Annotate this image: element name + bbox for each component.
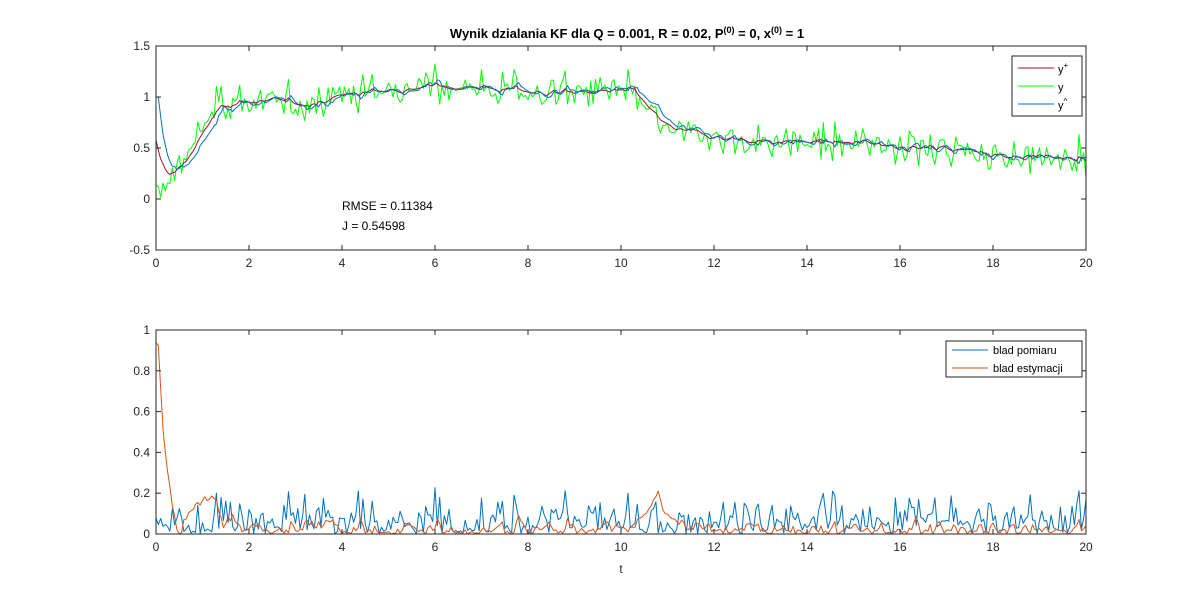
bottom-y-tick-label: 0.4: [133, 445, 150, 459]
bottom-x-tick-label: 6: [432, 540, 439, 554]
bottom-y-tick-label: 0.8: [133, 364, 150, 378]
top-y-tick-label: 1.5: [133, 39, 150, 53]
bottom-axis-ticks: 0 2 4 6 8 10 12 14 16 18 20 0 0.2 0.4 0.6 0.8 1: [133, 323, 1093, 554]
bottom-y-tick-label: 1: [143, 323, 150, 337]
top-x-tick-label: 16: [893, 256, 907, 270]
bottom-legend: blad pomiaru blad estymacji: [945, 340, 1083, 378]
bottom-y-tick-label: 0: [143, 527, 150, 541]
top-x-tick-label: 4: [339, 256, 346, 270]
top-y-tick-label: 0: [143, 192, 150, 206]
legend-label-y-plus: y+: [1058, 61, 1069, 76]
bottom-x-tick-label: 0: [153, 540, 160, 554]
series-line-blad-estymacji: [155, 342, 1087, 535]
top-x-tick-label: 12: [707, 256, 721, 270]
bottom-x-tick-label: 20: [1079, 540, 1093, 554]
bottom-x-tick-label: 10: [614, 540, 628, 554]
top-x-tick-label: 18: [986, 256, 1000, 270]
top-x-tick-label: 0: [153, 256, 160, 270]
top-y-tick-label: 1: [143, 90, 150, 104]
series-line-y: [155, 63, 1087, 198]
bottom-x-axis-label: t: [619, 562, 623, 576]
legend-label-y: y: [1058, 82, 1064, 94]
bottom-series-lines: [155, 342, 1087, 535]
bottom-x-tick-label: 12: [707, 540, 721, 554]
bottom-y-tick-label: 0.6: [133, 405, 150, 419]
bottom-x-tick-label: 16: [893, 540, 907, 554]
top-axis-ticks: 0 2 4 6 8 10 12 14 16 18 20-0.500.511.5: [129, 39, 1093, 270]
legend-label-blad-estymacji: blad estymacji: [993, 363, 1063, 375]
bottom-x-tick-label: 8: [525, 540, 532, 554]
legend-label-blad-pomiaru: blad pomiaru: [993, 345, 1057, 357]
series-line-blad-pomiaru: [155, 487, 1087, 535]
top-x-tick-label: 8: [525, 256, 532, 270]
top-x-tick-label: 2: [246, 256, 253, 270]
bottom-x-tick-label: 14: [800, 540, 814, 554]
top-y-tick-label: -0.5: [129, 243, 150, 257]
top-x-tick-label: 10: [614, 256, 628, 270]
j-annotation: J = 0.54598: [342, 219, 405, 233]
bottom-subplot: 0 2 4 6 8 10 12 14 16 18 20 0 0.2 0.4 0.6 0.8 1 t blad p…: [133, 323, 1093, 576]
rmse-annotation: RMSE = 0.11384: [342, 199, 433, 213]
bottom-x-tick-label: 4: [339, 540, 346, 554]
top-x-tick-label: 14: [800, 256, 814, 270]
series-line-y-hat: [156, 79, 1087, 170]
bottom-x-tick-label: 18: [986, 540, 1000, 554]
top-legend: y+ y y^: [1011, 55, 1083, 117]
legend-label-y-hat: y^: [1058, 97, 1068, 112]
top-series-lines: [155, 63, 1087, 198]
bottom-y-tick-label: 0.2: [133, 486, 150, 500]
top-subplot: Wynik dzialania KF dla Q = 0.001, R = 0.…: [129, 25, 1093, 270]
top-chart-title: Wynik dzialania KF dla Q = 0.001, R = 0.…: [450, 25, 804, 41]
top-x-tick-label: 20: [1079, 256, 1093, 270]
bottom-x-tick-label: 2: [246, 540, 253, 554]
series-line-y-plus: [155, 82, 1087, 175]
top-x-tick-label: 6: [432, 256, 439, 270]
top-y-tick-label: 0.5: [133, 141, 150, 155]
bottom-legend-box: [945, 340, 1083, 378]
